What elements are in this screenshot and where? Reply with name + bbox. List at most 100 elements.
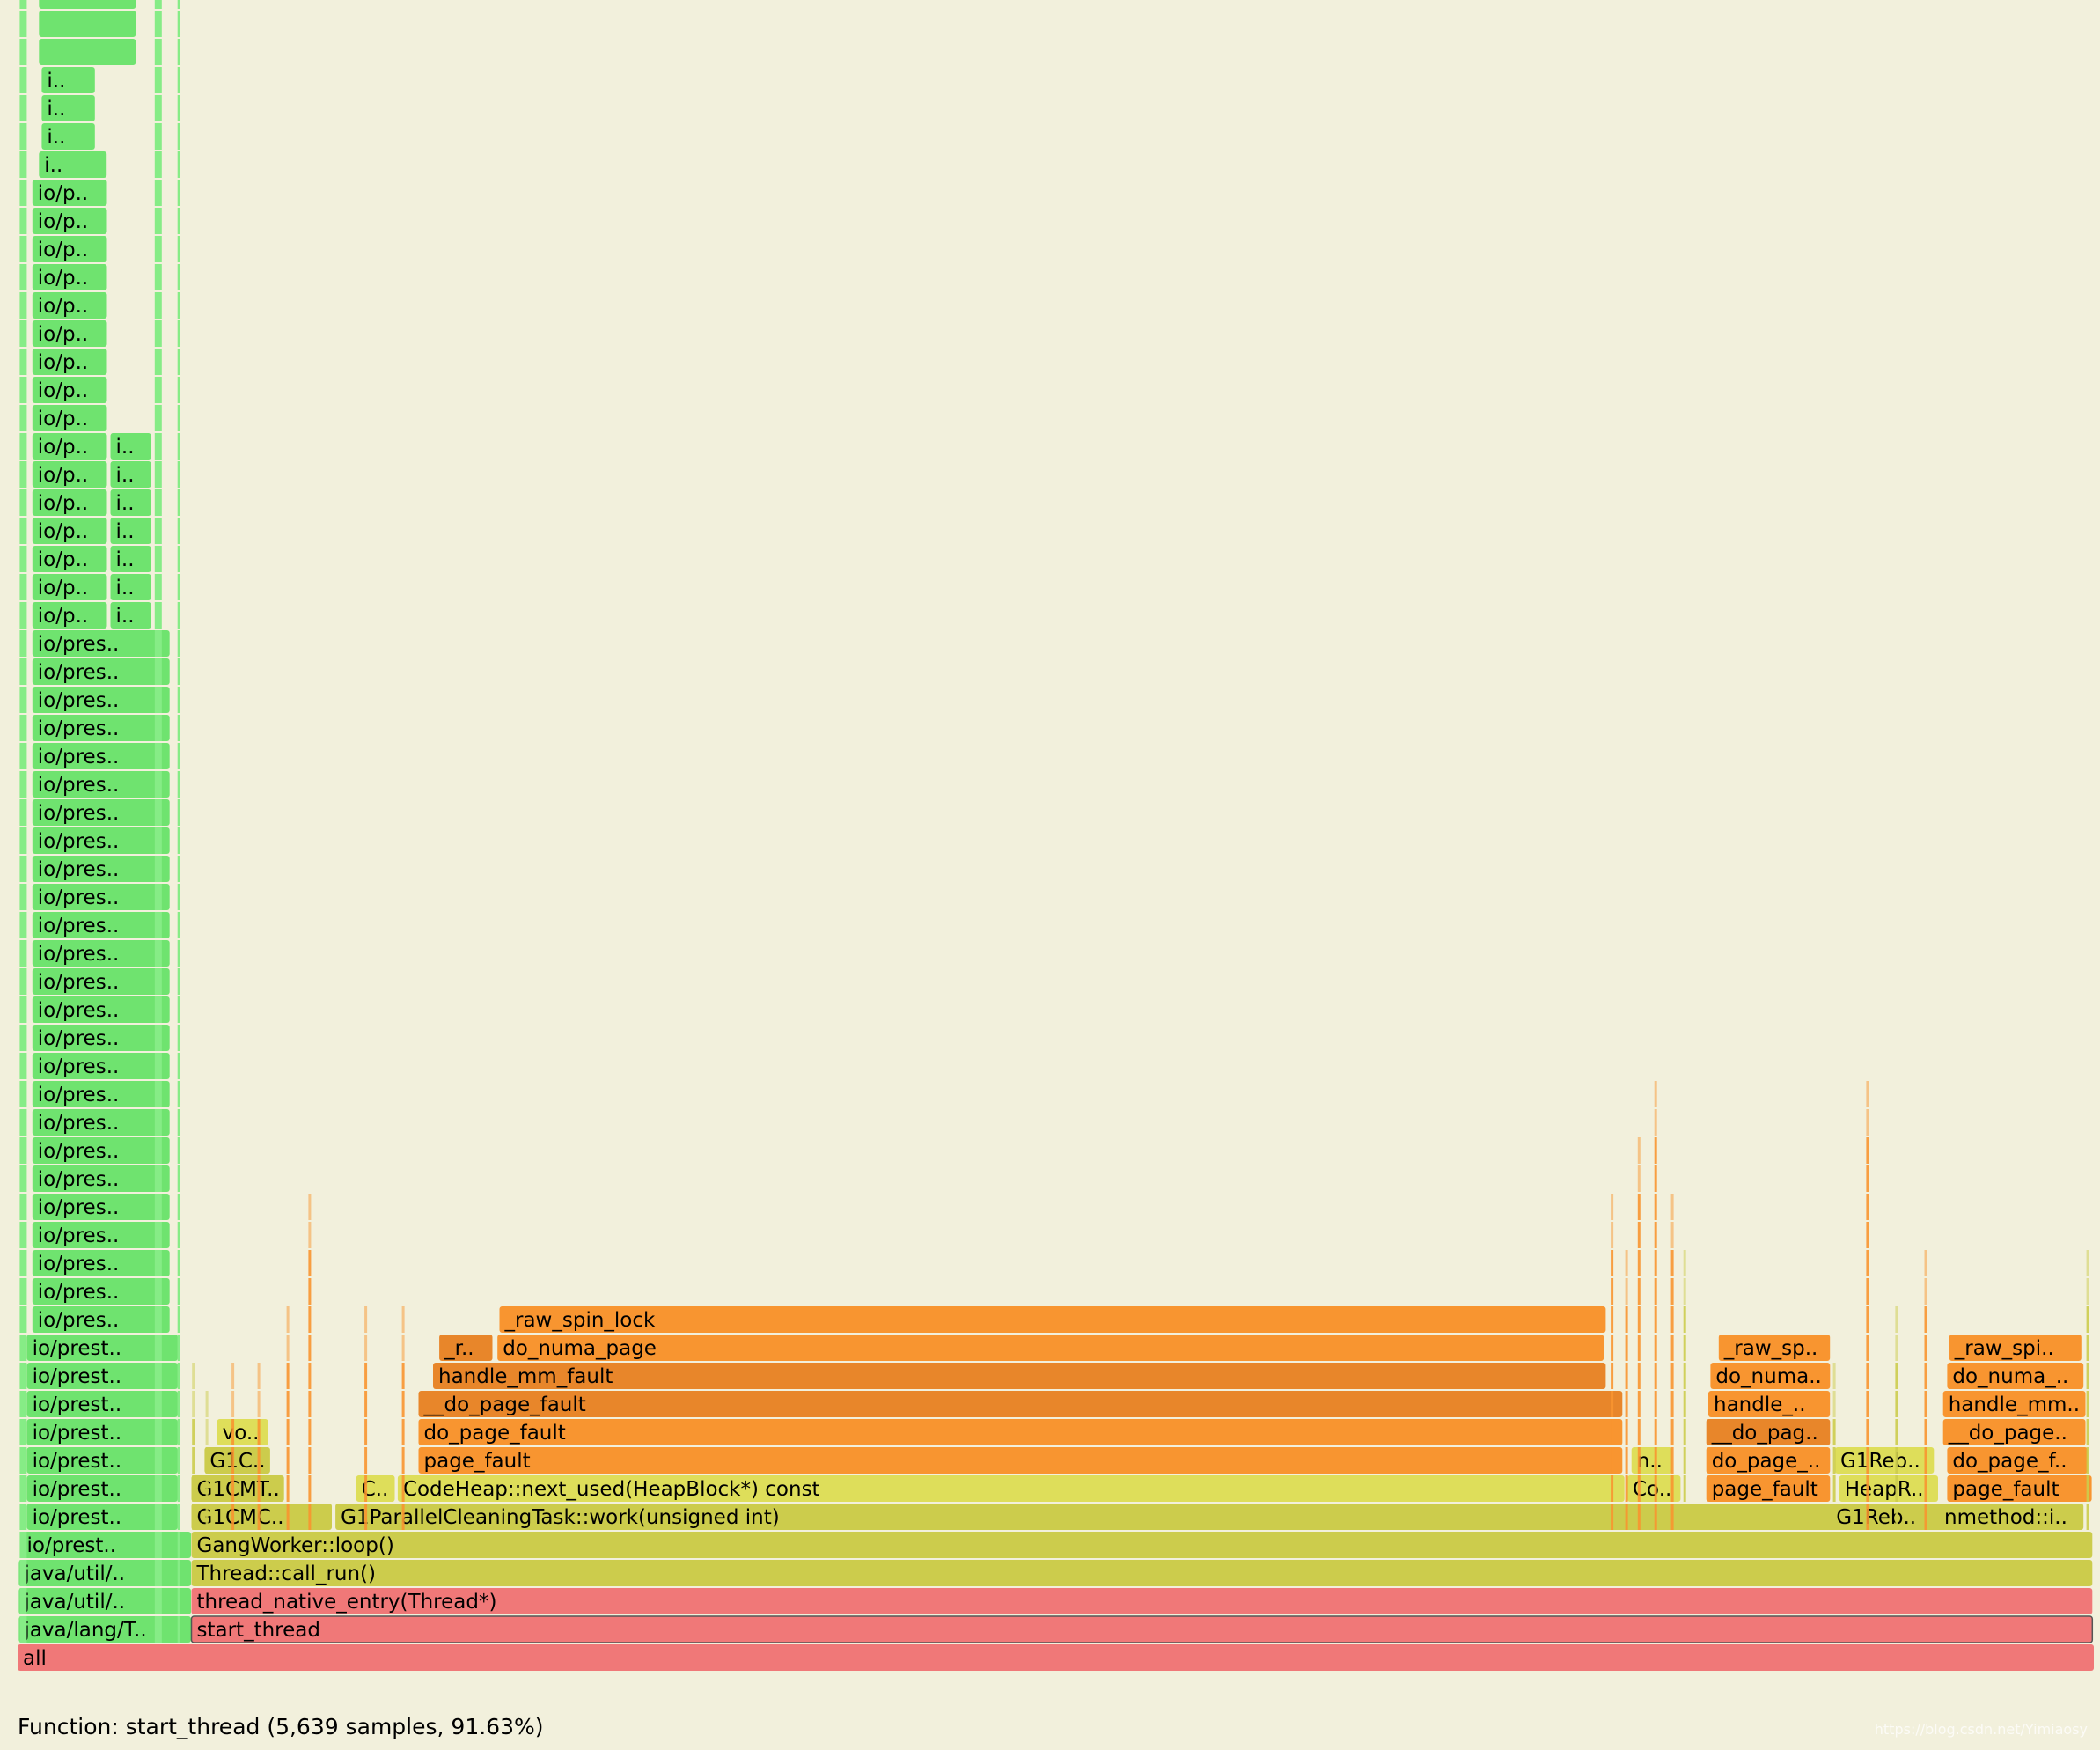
sliver-frame[interactable]: [1625, 1419, 1628, 1445]
sliver-frame[interactable]: [1895, 1335, 1898, 1361]
sliver-frame[interactable]: [1625, 1250, 1628, 1276]
sliver-frame[interactable]: [19, 349, 27, 375]
sliver-frame[interactable]: [19, 1504, 27, 1530]
sliver-frame[interactable]: [177, 1532, 180, 1558]
sliver-frame[interactable]: [177, 827, 180, 854]
frame-i-e[interactable]: i..: [110, 489, 151, 516]
sliver-frame[interactable]: [177, 1363, 180, 1389]
sliver-frame[interactable]: [1654, 1222, 1657, 1248]
frame--raw-sp-1[interactable]: _raw_sp..: [1718, 1335, 1831, 1361]
frame-rect[interactable]: [32, 687, 170, 713]
sliver-frame[interactable]: [1654, 1335, 1657, 1361]
frame-rect[interactable]: [1627, 1475, 1681, 1502]
sliver-frame[interactable]: [19, 856, 27, 882]
frame-rect[interactable]: [397, 1475, 1625, 1502]
sliver-frame[interactable]: [1832, 1391, 1836, 1417]
frame-g1cmtask-do-marking-step[interactable]: G1CMT..: [191, 1475, 284, 1502]
sliver-frame[interactable]: [177, 1504, 180, 1530]
sliver-frame[interactable]: [401, 1475, 405, 1502]
sliver-frame[interactable]: [177, 602, 180, 629]
sliver-frame[interactable]: [364, 1363, 368, 1389]
frame-i-h[interactable]: i..: [39, 151, 107, 178]
frame-rect[interactable]: [32, 658, 170, 685]
sliver-frame[interactable]: [2086, 1335, 2089, 1361]
sliver-frame[interactable]: [1895, 1306, 1898, 1333]
frame--r-a[interactable]: _r..: [439, 1335, 493, 1361]
sliver-frame[interactable]: [1924, 1391, 1927, 1417]
sliver-frame[interactable]: [177, 11, 180, 37]
sliver-frame[interactable]: [177, 658, 180, 685]
frame-rect[interactable]: [32, 518, 107, 544]
frame-rect[interactable]: [32, 743, 170, 769]
frame-rect[interactable]: [191, 1588, 2093, 1614]
frame-rect[interactable]: [499, 1306, 1606, 1333]
frame-rect[interactable]: [1939, 1504, 2084, 1530]
sliver-frame[interactable]: [177, 968, 180, 995]
frame-rect[interactable]: [26, 1363, 178, 1389]
sliver-frame[interactable]: [1670, 1222, 1674, 1248]
sliver-frame[interactable]: [1866, 1222, 1869, 1248]
sliver-frame[interactable]: [154, 39, 162, 65]
sliver-frame[interactable]: [1637, 1363, 1641, 1389]
sliver-frame[interactable]: [1625, 1475, 1628, 1502]
frame-io-presto-l[interactable]: io/pres..: [32, 996, 170, 1023]
sliver-frame[interactable]: [19, 574, 27, 600]
sliver-frame[interactable]: [19, 1532, 27, 1558]
sliver-frame[interactable]: [154, 208, 162, 234]
sliver-frame[interactable]: [19, 658, 27, 685]
sliver-frame[interactable]: [1637, 1419, 1641, 1445]
sliver-frame[interactable]: [154, 856, 162, 882]
sliver-frame[interactable]: [154, 1053, 162, 1079]
sliver-frame[interactable]: [2086, 1363, 2089, 1389]
frame-handle-1[interactable]: handle_..: [1708, 1391, 1831, 1417]
frame-vo-a[interactable]: vo..: [217, 1419, 268, 1445]
sliver-frame[interactable]: [1895, 1419, 1898, 1445]
frame-rect[interactable]: [39, 151, 107, 178]
frame-rect[interactable]: [1835, 1447, 1935, 1474]
sliver-frame[interactable]: [177, 320, 180, 347]
sliver-frame[interactable]: [286, 1306, 290, 1333]
frame-rect[interactable]: [32, 292, 107, 319]
sliver-frame[interactable]: [19, 377, 27, 403]
frame-g1parallelcleaningtask-work-unsigned-int-[interactable]: G1ParallelCleaningTask::work(unsigned in…: [335, 1504, 2063, 1530]
frame-io-p-n[interactable]: io/p..: [32, 236, 107, 262]
sliver-frame[interactable]: [19, 1335, 27, 1361]
sliver-frame[interactable]: [1637, 1194, 1641, 1220]
frame-rect[interactable]: [418, 1419, 1623, 1445]
frame-rect[interactable]: [26, 1475, 178, 1502]
sliver-frame[interactable]: [1866, 1165, 1869, 1192]
frame-io-p-o[interactable]: io/p..: [32, 208, 107, 234]
frame-rect[interactable]: [32, 1025, 170, 1051]
sliver-frame[interactable]: [19, 1447, 27, 1474]
frame-start-thread[interactable]: start_thread: [190, 1615, 2094, 1643]
sliver-frame[interactable]: [154, 1588, 162, 1614]
frame-rect[interactable]: [110, 602, 151, 629]
sliver-frame[interactable]: [177, 1306, 180, 1333]
frame-rect[interactable]: [110, 489, 151, 516]
sliver-frame[interactable]: [19, 11, 27, 37]
sliver-frame[interactable]: [154, 67, 162, 93]
sliver-frame[interactable]: [177, 1475, 180, 1502]
sliver-frame[interactable]: [1625, 1278, 1628, 1305]
frame-rect[interactable]: [32, 574, 107, 600]
sliver-frame[interactable]: [19, 743, 27, 769]
sliver-frame[interactable]: [192, 1363, 195, 1389]
sliver-frame[interactable]: [1654, 1137, 1657, 1164]
sliver-frame[interactable]: [19, 1306, 27, 1333]
sliver-frame[interactable]: [1670, 1504, 1674, 1530]
frame-io-p-a[interactable]: io/p..: [32, 602, 107, 629]
frame-i-i[interactable]: i..: [41, 123, 95, 150]
sliver-frame[interactable]: [154, 799, 162, 826]
sliver-frame[interactable]: [177, 1025, 180, 1051]
sliver-frame[interactable]: [39, 11, 136, 37]
frame-g1reb-b[interactable]: G1Reb..: [1831, 1504, 1930, 1530]
sliver-frame[interactable]: [177, 1419, 180, 1445]
sliver-frame[interactable]: [177, 687, 180, 713]
sliver-frame[interactable]: [1670, 1391, 1674, 1417]
sliver-frame[interactable]: [1637, 1137, 1641, 1164]
sliver-frame[interactable]: [154, 1363, 162, 1389]
sliver-frame[interactable]: [154, 180, 162, 206]
sliver-frame[interactable]: [1866, 1081, 1869, 1107]
sliver-frame[interactable]: [154, 546, 162, 572]
frame-rect[interactable]: [32, 208, 107, 234]
